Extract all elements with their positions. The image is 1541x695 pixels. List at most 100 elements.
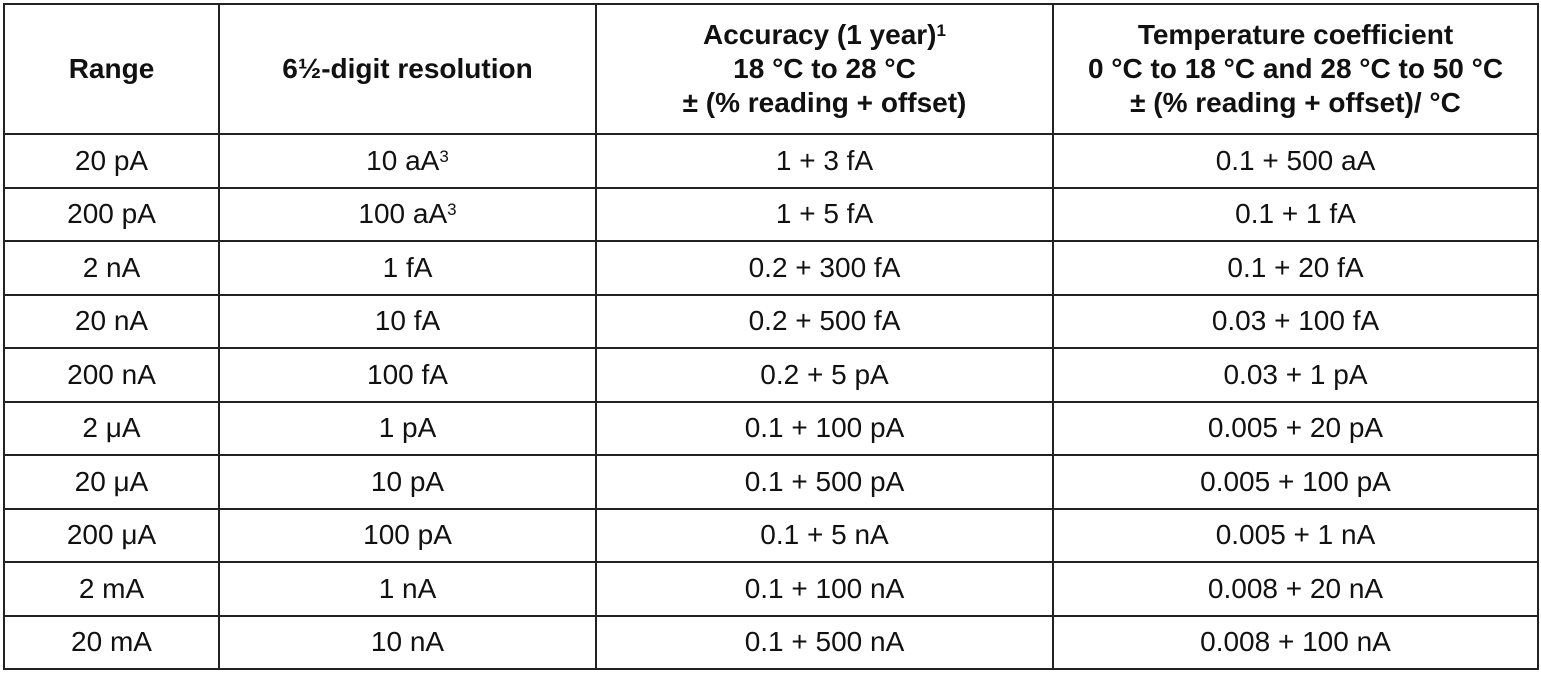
table-cell: 200 nA [3, 347, 220, 403]
table-cell: 0.1 + 500 pA [595, 454, 1054, 510]
table-row: 2 μA 1 pA 0.1 + 100 pA 0.005 + 20 pA [3, 400, 1539, 456]
table-row: 200 μA 100 pA 0.1 + 5 nA 0.005 + 1 nA [3, 507, 1539, 563]
cell-text: 100 pA [363, 519, 452, 551]
cell-text: 0.1 + 100 nA [744, 572, 905, 604]
table-row: 2 mA 1 nA 0.1 + 100 nA 0.008 + 20 nA [3, 561, 1539, 617]
header-line: ± (% reading + offset)/ °C [1054, 86, 1537, 120]
table-cell: 20 mA [3, 614, 220, 670]
cell-text: 0 °C to 18 °C and 28 °C to 50 °C [1087, 53, 1504, 84]
table-cell: 1 + 3 fA [595, 133, 1054, 189]
table-cell: 0.005 + 20 pA [1052, 400, 1539, 456]
footnote-ref: 1 [936, 21, 946, 40]
cell-text: 0.2 + 5 pA [760, 358, 889, 390]
table-cell: 2 nA [3, 240, 220, 296]
cell-text: 100 fA [367, 358, 448, 390]
cell-text: 18 °C to 28 °C [733, 53, 916, 84]
table-cell: 2 μA [3, 400, 220, 456]
footnote-ref: 3 [439, 146, 449, 166]
cell-text: Accuracy (1 year) [703, 19, 937, 50]
table-cell: 0.1 + 5 nA [595, 507, 1054, 563]
table-row: 20 pA 10 aA3 1 + 3 fA 0.1 + 500 aA [3, 133, 1539, 189]
table-cell: 100 pA [218, 507, 597, 563]
table-cell: 0.1 + 20 fA [1052, 240, 1539, 296]
table-cell: 0.1 + 100 pA [595, 400, 1054, 456]
table-cell: 1 pA [218, 400, 597, 456]
cell-text: 0.005 + 20 pA [1207, 412, 1384, 444]
table-cell: 1 nA [218, 561, 597, 617]
table-cell: 200 pA [3, 186, 220, 242]
cell-text: Range [68, 53, 155, 84]
table-cell: 0.005 + 100 pA [1052, 454, 1539, 510]
header-line: 0 °C to 18 °C and 28 °C to 50 °C [1054, 52, 1537, 86]
table-cell: 0.1 + 500 nA [595, 614, 1054, 670]
cell-text: 20 μA [74, 465, 149, 497]
table-row: 20 μA 10 pA 0.1 + 500 pA 0.005 + 100 pA [3, 454, 1539, 510]
cell-text: 0.1 + 100 pA [744, 412, 905, 444]
cell-text: 0.1 + 500 nA [744, 626, 905, 658]
cell-text: 10 pA [370, 465, 445, 497]
cell-text: ± (% reading + offset)/ °C [1130, 87, 1461, 118]
cell-text: 0.2 + 500 fA [748, 305, 901, 337]
cell-text: 0.008 + 20 nA [1207, 572, 1384, 604]
table-cell: 0.2 + 5 pA [595, 347, 1054, 403]
cell-text: 0.005 + 100 pA [1200, 465, 1391, 497]
cell-text: 1 pA [378, 412, 437, 444]
cell-text: 0.008 + 100 nA [1200, 626, 1391, 658]
cell-text: 100 aA [358, 198, 448, 230]
cell-text: 1 + 3 fA [775, 144, 874, 176]
cell-text: 10 fA [374, 305, 441, 337]
header-cell: Range [3, 3, 220, 135]
table-cell: 0.1 + 500 aA [1052, 133, 1539, 189]
header-line: 18 °C to 28 °C [597, 52, 1052, 86]
table-cell: 100 aA3 [218, 186, 597, 242]
cell-text: 6½-digit resolution [282, 53, 533, 84]
table-cell: 0.2 + 500 fA [595, 293, 1054, 349]
table-cell: 20 μA [3, 454, 220, 510]
cell-text: 0.1 + 500 pA [744, 465, 905, 497]
table-cell: 0.03 + 100 fA [1052, 293, 1539, 349]
table-row: 2 nA 1 fA 0.2 + 300 fA 0.1 + 20 fA [3, 240, 1539, 296]
table-cell: 20 nA [3, 293, 220, 349]
table-row: 20 nA 10 fA 0.2 + 500 fA 0.03 + 100 fA [3, 293, 1539, 349]
cell-text: 200 pA [67, 198, 156, 230]
cell-text: ± (% reading + offset) [682, 87, 967, 118]
table-body: 20 pA 10 aA3 1 + 3 fA 0.1 + 500 aA 200 pA 100… [3, 133, 1539, 670]
cell-text: 0.1 + 5 nA [760, 519, 889, 551]
table-cell: 100 fA [218, 347, 597, 403]
cell-text: 20 pA [74, 144, 149, 176]
cell-text: 0.1 + 1 fA [1235, 198, 1356, 230]
cell-text: 0.03 + 100 fA [1211, 305, 1380, 337]
cell-text: 20 mA [71, 626, 152, 658]
cell-text: 10 aA [366, 144, 440, 176]
table-cell: 0.03 + 1 pA [1052, 347, 1539, 403]
table-cell: 1 + 5 fA [595, 186, 1054, 242]
table-cell: 200 μA [3, 507, 220, 563]
header-cell: Accuracy (1 year)1 18 °C to 28 °C ± (% rea… [595, 3, 1054, 135]
table-cell: 0.008 + 20 nA [1052, 561, 1539, 617]
header-line: Temperature coefficient [1054, 18, 1537, 52]
header-cell: 6½-digit resolution [218, 3, 597, 135]
table-row: 200 nA 100 fA 0.2 + 5 pA 0.03 + 1 pA [3, 347, 1539, 403]
table-cell: 2 mA [3, 561, 220, 617]
cell-text: 0.2 + 300 fA [748, 251, 901, 283]
header-line: Range [5, 52, 218, 86]
cell-text: 0.1 + 500 aA [1215, 144, 1376, 176]
cell-text: 0.1 + 20 fA [1227, 251, 1364, 283]
cell-text: 200 nA [67, 358, 156, 390]
header-cell: Temperature coefficient 0 °C to 18 °C and… [1052, 3, 1539, 135]
cell-text: 0.005 + 1 nA [1215, 519, 1376, 551]
table-head: Range 6½-digit resolution Accuracy (1 year… [3, 3, 1539, 135]
cell-text: 2 μA [82, 412, 141, 444]
cell-text: 2 nA [82, 251, 141, 283]
cell-text: 2 mA [78, 572, 145, 604]
table-cell: 0.1 + 1 fA [1052, 186, 1539, 242]
table-cell: 10 nA [218, 614, 597, 670]
cell-text: 1 nA [378, 572, 437, 604]
table-row: 200 pA 100 aA3 1 + 5 fA 0.1 + 1 fA [3, 186, 1539, 242]
table-cell: 0.005 + 1 nA [1052, 507, 1539, 563]
header-line: 6½-digit resolution [220, 52, 595, 86]
spec-table: Range 6½-digit resolution Accuracy (1 year… [3, 3, 1539, 670]
header-line: ± (% reading + offset) [597, 86, 1052, 120]
table-cell: 0.2 + 300 fA [595, 240, 1054, 296]
